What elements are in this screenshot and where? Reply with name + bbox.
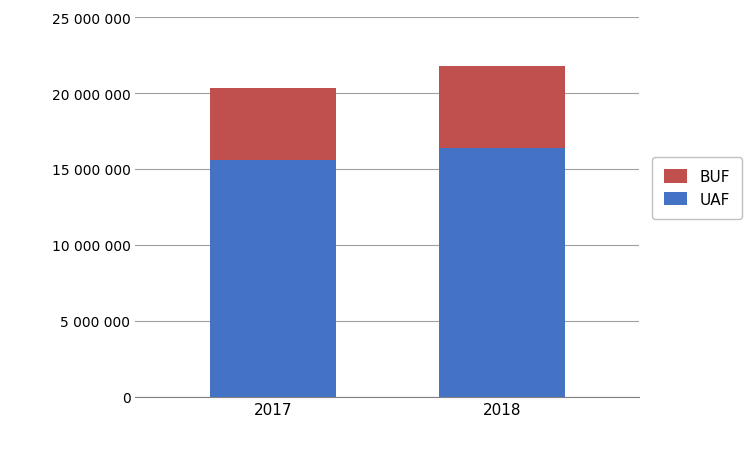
Bar <box>210 161 335 397</box>
Bar <box>439 67 565 148</box>
Bar <box>439 148 565 397</box>
Bar <box>210 89 335 161</box>
Legend: BUF, UAF: BUF, UAF <box>652 157 742 220</box>
